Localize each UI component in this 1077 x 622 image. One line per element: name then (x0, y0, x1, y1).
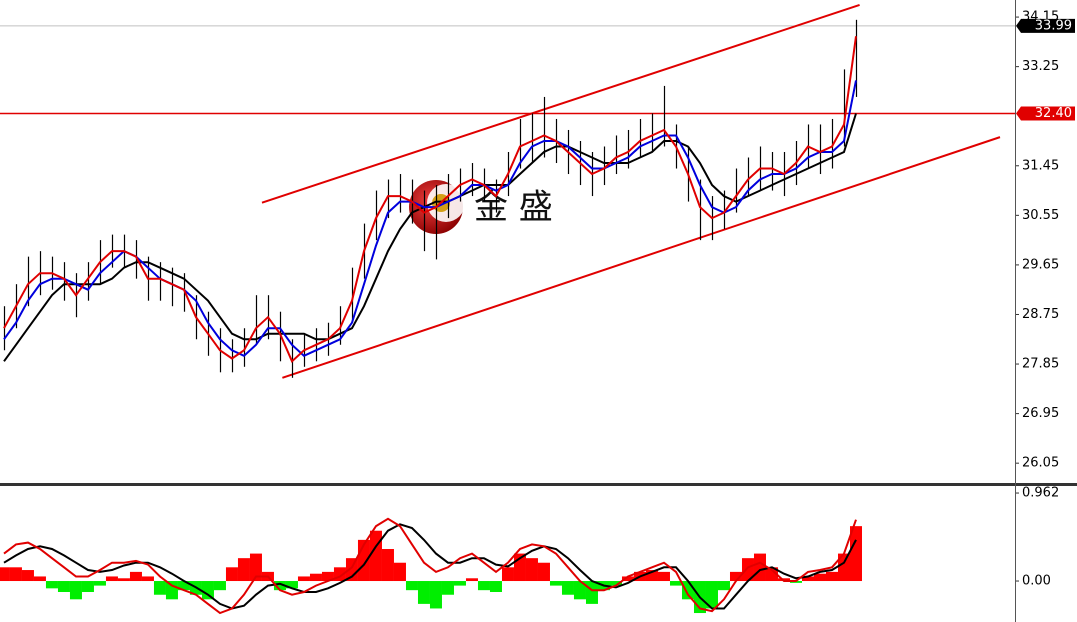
histogram-bar (441, 581, 454, 595)
last-price-tag: 33.99 (1016, 18, 1075, 33)
last-price-tag-box (1016, 18, 1075, 33)
y-tick-label: 0.00 (1022, 574, 1051, 589)
y-tick-label: 30.55 (1022, 208, 1059, 223)
histogram-bar (129, 571, 142, 582)
moving-average (3, 80, 857, 357)
histogram-bar (549, 581, 562, 586)
y-tick-label: 0.962 (1022, 486, 1059, 501)
histogram-bar (729, 571, 742, 582)
y-tick-label: 26.05 (1022, 456, 1059, 471)
histogram-bar (57, 581, 70, 592)
histogram-bar (657, 571, 670, 582)
histogram-bar (93, 581, 106, 586)
histogram-bar (0, 567, 10, 582)
histogram-bar (453, 581, 466, 586)
histogram-bar (153, 581, 166, 595)
moving-average (3, 36, 857, 363)
y-tick-label: 31.45 (1022, 158, 1059, 173)
y-tick-label: 27.85 (1022, 357, 1059, 372)
histogram-bar (705, 581, 718, 609)
last-price-tag-label: 33.99 (1035, 18, 1072, 33)
histogram-bar (285, 581, 298, 589)
y-tick-label: 26.95 (1022, 406, 1059, 421)
histogram-bar (213, 581, 226, 591)
histogram-bar (837, 553, 850, 582)
histogram-bar (225, 567, 238, 582)
histogram-bar (381, 549, 394, 582)
histogram-bar (321, 571, 334, 582)
trendline (282, 136, 1001, 379)
moving-average (3, 113, 857, 362)
histogram-bar (717, 581, 730, 591)
histogram-bar (45, 581, 58, 589)
histogram-bar (537, 562, 550, 582)
histogram-bar (405, 581, 418, 591)
histogram-bar (561, 581, 574, 595)
histogram-bar (801, 576, 814, 582)
histogram-bar (165, 581, 178, 600)
histogram-bar (753, 553, 766, 582)
histogram-bar (813, 573, 826, 582)
histogram-bar (69, 581, 82, 600)
histogram-bar (645, 570, 658, 582)
histogram-bar (417, 581, 430, 604)
y-tick-label: 28.75 (1022, 307, 1059, 322)
histogram-bar (309, 573, 322, 582)
histogram-bar (297, 576, 310, 582)
histogram-bar (477, 581, 490, 591)
histogram-bar (465, 578, 478, 582)
histogram-bar (765, 567, 778, 582)
histogram-bar (237, 558, 250, 582)
histogram-bar (201, 581, 214, 600)
histogram-bar (9, 567, 22, 582)
histogram-bar (609, 581, 622, 586)
histogram-bar (849, 526, 862, 582)
histogram-bar (525, 558, 538, 582)
histogram-bar (501, 567, 514, 582)
histogram-bar (393, 562, 406, 582)
level-tag-box (1016, 106, 1075, 121)
histogram-bar (345, 558, 358, 582)
histogram-bar (105, 576, 118, 582)
histogram-bar (489, 581, 502, 592)
y-tick-label: 29.65 (1022, 257, 1059, 272)
histogram-bar (33, 576, 46, 582)
trendline (261, 4, 860, 204)
histogram-bar (741, 558, 754, 582)
macd-line (3, 517, 857, 615)
level-tag-label: 32.40 (1035, 106, 1072, 121)
histogram-bar (177, 581, 190, 591)
histogram-bar (273, 581, 286, 591)
histogram-bar (681, 581, 694, 600)
histogram-bar (825, 571, 838, 582)
histogram-bar (249, 553, 262, 582)
histogram-bar (81, 581, 94, 592)
histogram-bar (429, 581, 442, 609)
histogram-bar (621, 576, 634, 582)
histogram-bar (21, 570, 34, 582)
watermark: 金 盛 (474, 188, 553, 228)
histogram-bar (369, 530, 382, 582)
histogram-bar (117, 578, 130, 582)
histogram-bar (573, 581, 586, 600)
y-tick-label: 33.25 (1022, 59, 1059, 74)
histogram-bar (669, 581, 682, 586)
histogram-bar (141, 576, 154, 582)
level-tag: 32.40 (1016, 106, 1075, 121)
histogram-bar (585, 581, 598, 604)
